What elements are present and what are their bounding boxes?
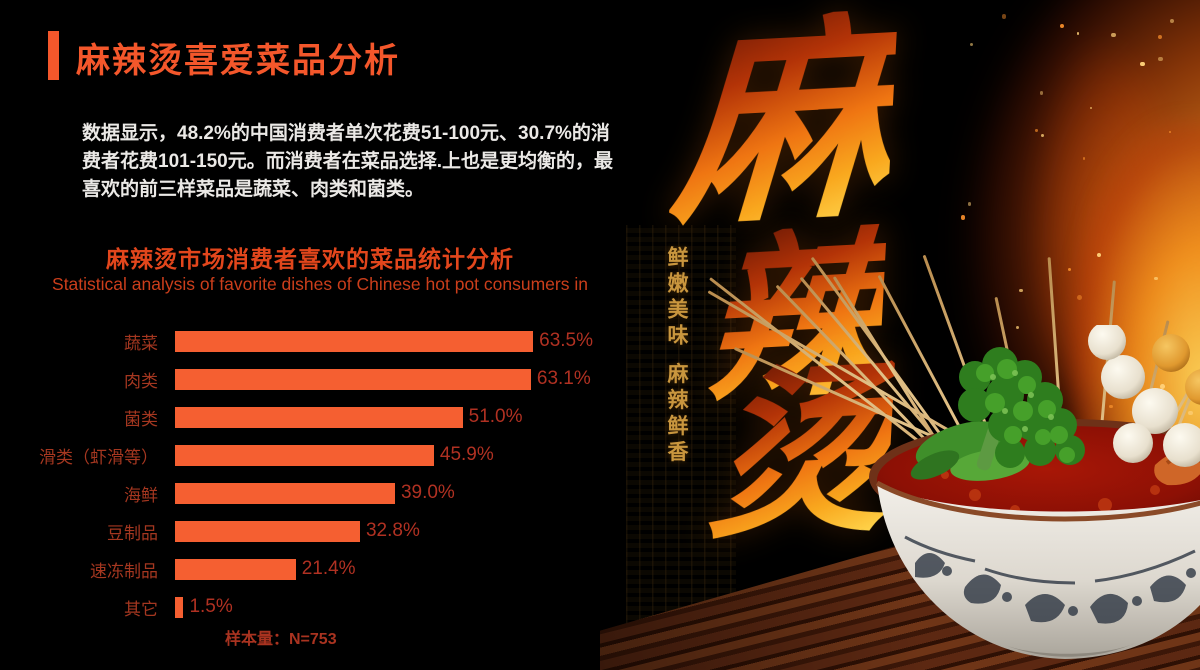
category-label: 菌类 bbox=[124, 409, 158, 429]
chart-title: 麻辣烫市场消费者喜欢的菜品统计分析 bbox=[106, 246, 514, 272]
poster-tagline: 鲜嫩美味 麻辣鲜香 bbox=[665, 246, 690, 467]
value-label: 45.9% bbox=[439, 444, 494, 465]
chart-subtitle: Statistical analysis of favorite dishes … bbox=[52, 274, 588, 294]
bar bbox=[175, 368, 531, 390]
value-label: 51.0% bbox=[468, 406, 523, 427]
chart-row: 蔬菜 63.5% bbox=[18, 322, 638, 360]
calligraphy-char-ma: 麻 bbox=[666, 0, 900, 257]
category-label: 蔬菜 bbox=[124, 333, 158, 353]
category-label: 速冻制品 bbox=[90, 561, 158, 581]
chart-row: 豆制品 32.8% bbox=[18, 512, 638, 550]
category-label: 海鲜 bbox=[124, 485, 158, 505]
title-accent-bar bbox=[48, 31, 59, 80]
hotpot-bowl-image bbox=[869, 325, 1200, 659]
bar bbox=[175, 444, 434, 466]
category-label: 其它 bbox=[124, 599, 158, 619]
bar bbox=[175, 330, 534, 352]
value-label: 63.1% bbox=[536, 368, 591, 389]
intro-paragraph: 数据显示，48.2%的中国消费者单次花费51-100元、30.7%的消费者花费1… bbox=[82, 123, 614, 200]
category-label: 滑类（虾滑等） bbox=[39, 447, 158, 467]
category-label: 豆制品 bbox=[107, 523, 158, 543]
chart-row: 其它 1.5% bbox=[18, 588, 638, 626]
value-label: 39.0% bbox=[400, 482, 455, 503]
bar bbox=[175, 558, 296, 580]
bar bbox=[175, 520, 360, 542]
value-label: 21.4% bbox=[301, 558, 356, 579]
bar bbox=[175, 406, 463, 428]
value-label: 63.5% bbox=[539, 330, 593, 351]
value-label: 32.8% bbox=[365, 520, 420, 541]
chart-row: 速冻制品 21.4% bbox=[18, 550, 638, 588]
category-label: 肉类 bbox=[124, 371, 158, 391]
chart-row: 肉类 63.1% bbox=[18, 360, 638, 398]
hotpot-poster-image: 麻 辣 烫 鲜嫩美味 麻辣鲜香 bbox=[600, 0, 1200, 670]
value-label: 1.5% bbox=[189, 596, 233, 617]
chart-row: 海鲜 39.0% bbox=[18, 474, 638, 512]
bar bbox=[175, 596, 184, 618]
sample-size-note: 样本量：N=753 bbox=[225, 631, 337, 648]
chart-row: 菌类 51.0% bbox=[18, 398, 638, 436]
bar-chart: 蔬菜 63.5% 肉类 63.1% 菌类 51.0% 滑类（虾滑等） 45.9%… bbox=[18, 322, 638, 626]
chart-row: 滑类（虾滑等） 45.9% bbox=[18, 436, 638, 474]
page-title: 麻辣烫喜爱菜品分析 bbox=[76, 42, 400, 80]
bar bbox=[175, 482, 395, 504]
